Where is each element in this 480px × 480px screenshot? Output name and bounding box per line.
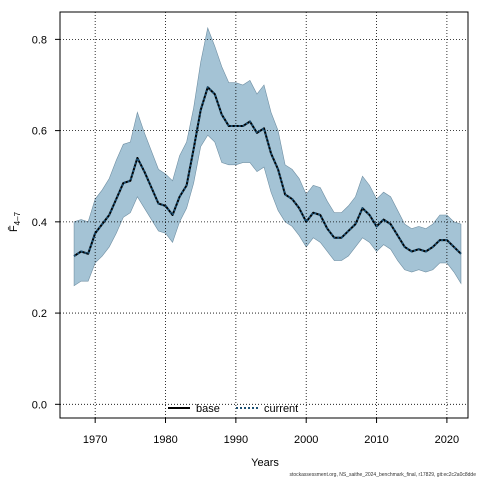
- x-axis-title: Years: [251, 457, 279, 469]
- legend-label-base: base: [196, 403, 220, 415]
- y-axis-title: F̄4–7: [7, 211, 22, 232]
- x-tick-label: 1990: [224, 434, 248, 446]
- x-tick-label: 1970: [83, 434, 107, 446]
- y-tick-label: 0.0: [32, 399, 47, 411]
- legend-label-current: current: [264, 403, 298, 415]
- confidence-band: [73, 26, 462, 287]
- confidence-band-layer: [73, 26, 462, 287]
- footer-note: stockassessment.org, NS_saithe_2024_benc…: [289, 472, 476, 478]
- x-tick-label: 2020: [435, 434, 459, 446]
- y-axis: 0.0 0.2 0.4 0.6 0.8: [32, 34, 60, 411]
- series-line-layer: [73, 86, 462, 257]
- y-axis-title-subscript: 4–7: [13, 211, 22, 225]
- x-tick-label: 1980: [153, 434, 177, 446]
- y-axis-title-main: F̄: [7, 225, 20, 232]
- y-tick-label: 0.8: [32, 34, 47, 46]
- x-tick-label: 2010: [364, 434, 388, 446]
- svg-text:F̄4–7: F̄4–7: [7, 211, 22, 232]
- series-line-current: [73, 86, 462, 257]
- x-axis: 1970 1980 1990 2000 2010 2020: [83, 418, 459, 446]
- legend: base current: [168, 403, 298, 415]
- plot-frame: [59, 11, 469, 419]
- y-tick-label: 0.2: [32, 308, 47, 320]
- y-tick-label: 0.4: [32, 217, 47, 229]
- x-tick-label: 2000: [294, 434, 318, 446]
- y-tick-label: 0.6: [32, 126, 47, 138]
